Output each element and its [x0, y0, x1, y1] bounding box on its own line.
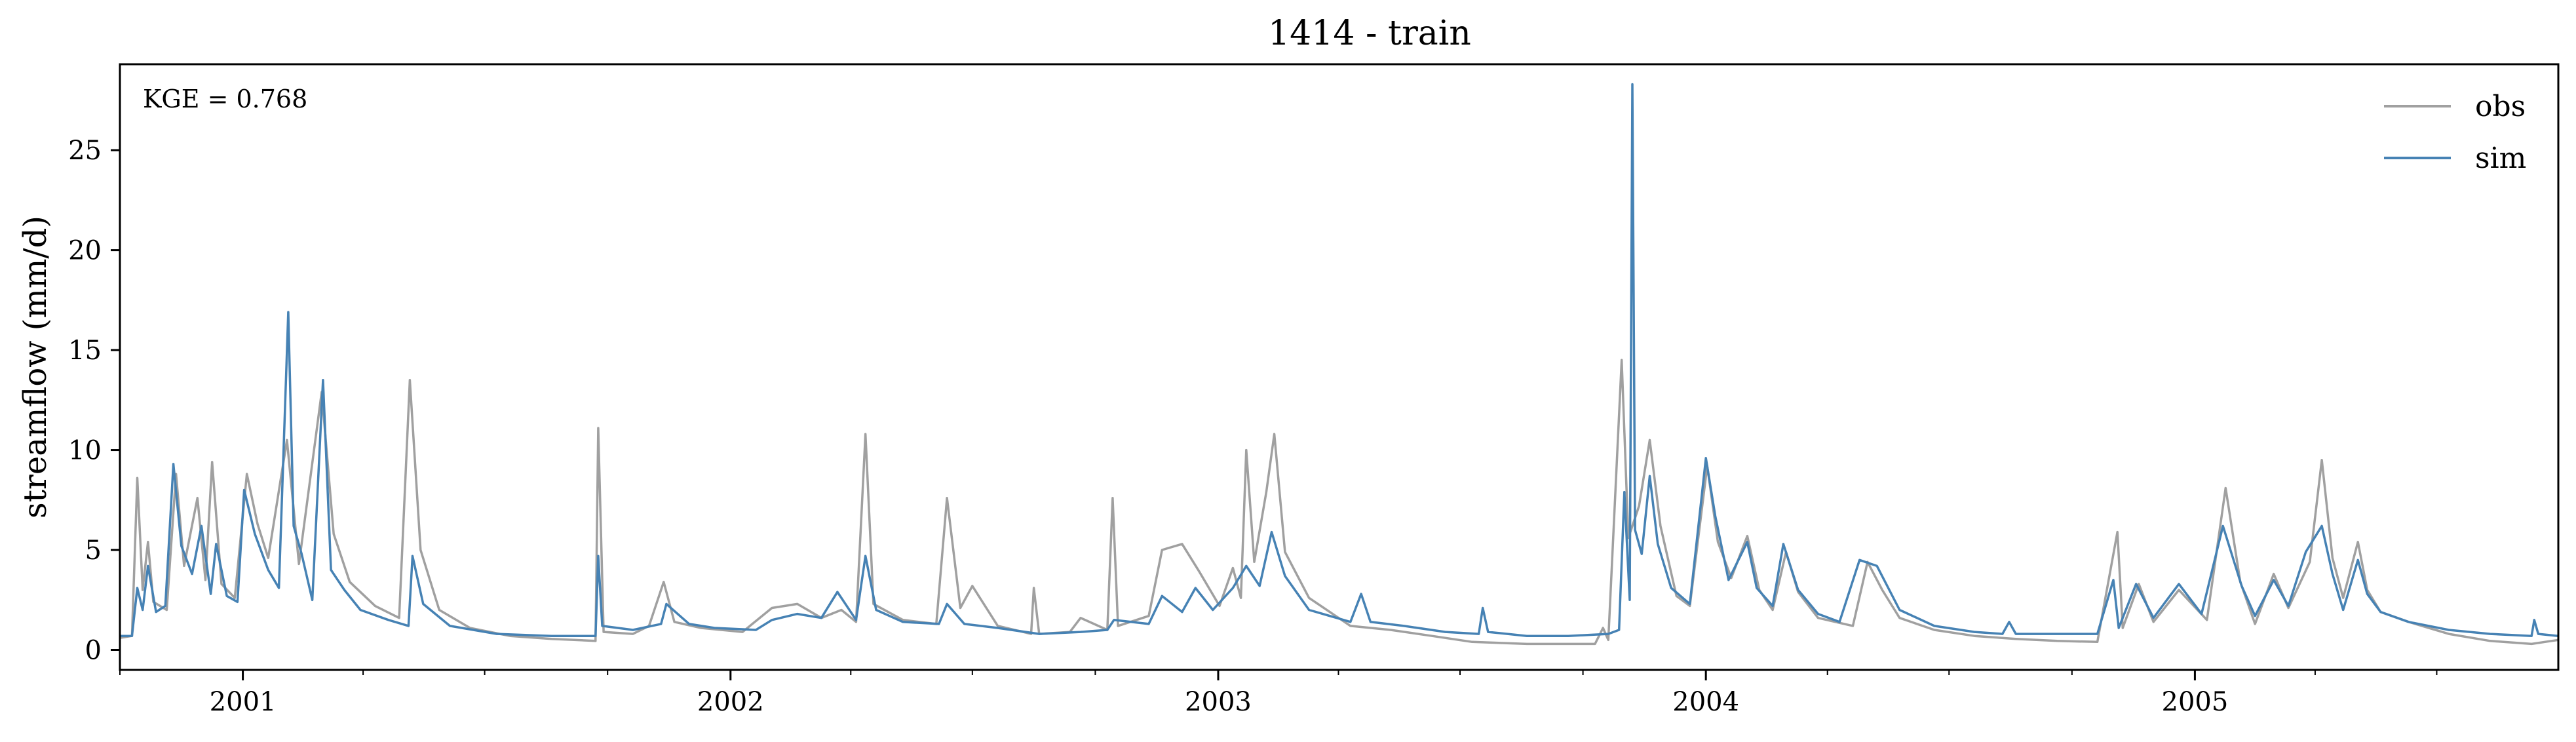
- legend-label-obs: obs: [2475, 90, 2526, 123]
- y-tick-label: 20: [68, 236, 102, 266]
- x-axis: 2001 2002 2003 2004 2005: [119, 670, 2438, 717]
- series-line-obs: [119, 359, 2559, 646]
- y-tick-label: 5: [85, 536, 102, 566]
- x-tick-label: 2004: [1672, 687, 1739, 717]
- x-tick-label: 2003: [1185, 687, 1252, 717]
- y-tick-label: 25: [68, 136, 102, 166]
- x-tick-label: 2001: [210, 687, 277, 717]
- legend: obs sim: [2384, 90, 2526, 175]
- y-axis: 0 5 10 15 20 25: [68, 136, 120, 666]
- series-line-sim: [120, 83, 2559, 637]
- chart-title: 1414 - train: [1268, 14, 1471, 53]
- plot-frame: [119, 63, 2560, 671]
- kge-annotation: KGE = 0.768: [143, 85, 307, 113]
- x-tick-label: 2002: [697, 687, 764, 717]
- x-tick-label: 2005: [2162, 687, 2229, 717]
- y-axis-title: streamflow (mm/d): [17, 216, 54, 518]
- y-tick-label: 0: [85, 636, 102, 666]
- y-tick-label: 10: [68, 436, 102, 466]
- series-group: [119, 83, 2559, 646]
- legend-label-sim: sim: [2475, 142, 2526, 175]
- y-tick-label: 15: [68, 336, 102, 366]
